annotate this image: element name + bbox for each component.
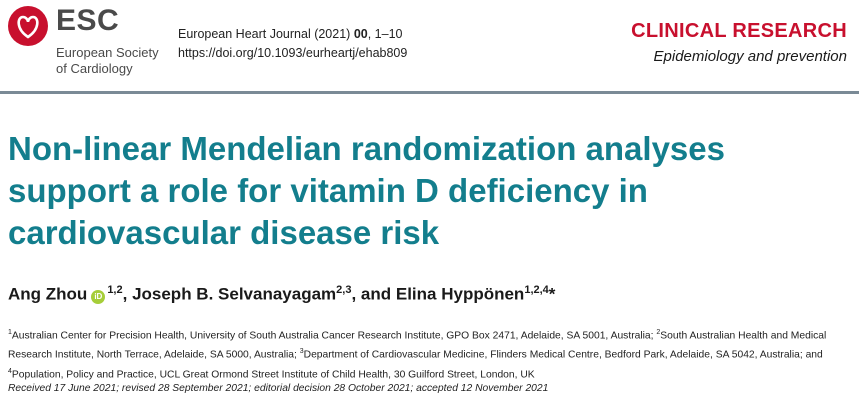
- journal-pages: , 1–10: [367, 27, 403, 41]
- affiliation-text: South Australian Health and Medical Rese…: [8, 330, 827, 361]
- affiliations: 1Australian Center for Precision Health,…: [8, 325, 838, 383]
- author-name: Elina Hyppönen: [395, 284, 525, 304]
- journal-citation: European Heart Journal (2021) 00, 1–10 h…: [178, 25, 407, 63]
- journal-name: European Heart Journal (2021): [178, 27, 351, 41]
- submission-dates: Received 17 June 2021; revised 28 Septem…: [8, 383, 549, 394]
- article-title: Non-linear Mendelian randomization analy…: [8, 130, 725, 251]
- affiliation-text: Department of Cardiovascular Medicine, F…: [303, 349, 823, 361]
- esc-logo: ESC European Society of Cardiology: [6, 4, 166, 82]
- journal-volume: 00: [353, 27, 368, 41]
- section-subtitle: Epidemiology and prevention: [653, 48, 847, 65]
- doi-link[interactable]: https://doi.org/10.1093/eurheartj/ehab80…: [178, 46, 408, 60]
- author-affiliation-marker: 2,3: [336, 284, 352, 296]
- author-name: Joseph B. Selvanayagam: [132, 284, 337, 304]
- logo-name-line-1: European Society: [56, 45, 159, 60]
- logo-abbr: ESC: [56, 4, 120, 37]
- affiliation-number: 1: [8, 329, 12, 336]
- logo-name-line-2: of Cardiology: [56, 61, 133, 76]
- section-header: CLINICAL RESEARCH Epidemiology and preve…: [631, 20, 847, 65]
- corresponding-author-marker: *: [548, 284, 556, 304]
- affiliation-number: 3: [299, 348, 304, 356]
- affiliation-number: 4: [8, 367, 12, 375]
- author-list: Ang Zhou iD1,2, Joseph B. Selvanayagam2,3…: [8, 284, 555, 305]
- esc-heart-logo-icon: [8, 6, 48, 46]
- affiliation-number: 2: [656, 329, 661, 336]
- author-affiliation-marker: 1,2: [107, 284, 123, 296]
- orcid-icon[interactable]: iD: [91, 289, 106, 304]
- affiliation-text: Australian Center for Precision Health, …: [11, 330, 657, 342]
- header-divider: [0, 91, 859, 94]
- section-title: CLINICAL RESEARCH: [631, 20, 847, 42]
- author-name: Ang Zhou: [8, 284, 88, 304]
- affiliation-text: Population, Policy and Practice, UCL Gre…: [11, 369, 535, 381]
- author-affiliation-marker: 1,2,4: [524, 284, 549, 296]
- author-separator: , and: [351, 284, 396, 304]
- journal-issue: European Heart Journal (2021) 00, 1–10: [178, 25, 407, 44]
- author-separator: ,: [122, 284, 133, 304]
